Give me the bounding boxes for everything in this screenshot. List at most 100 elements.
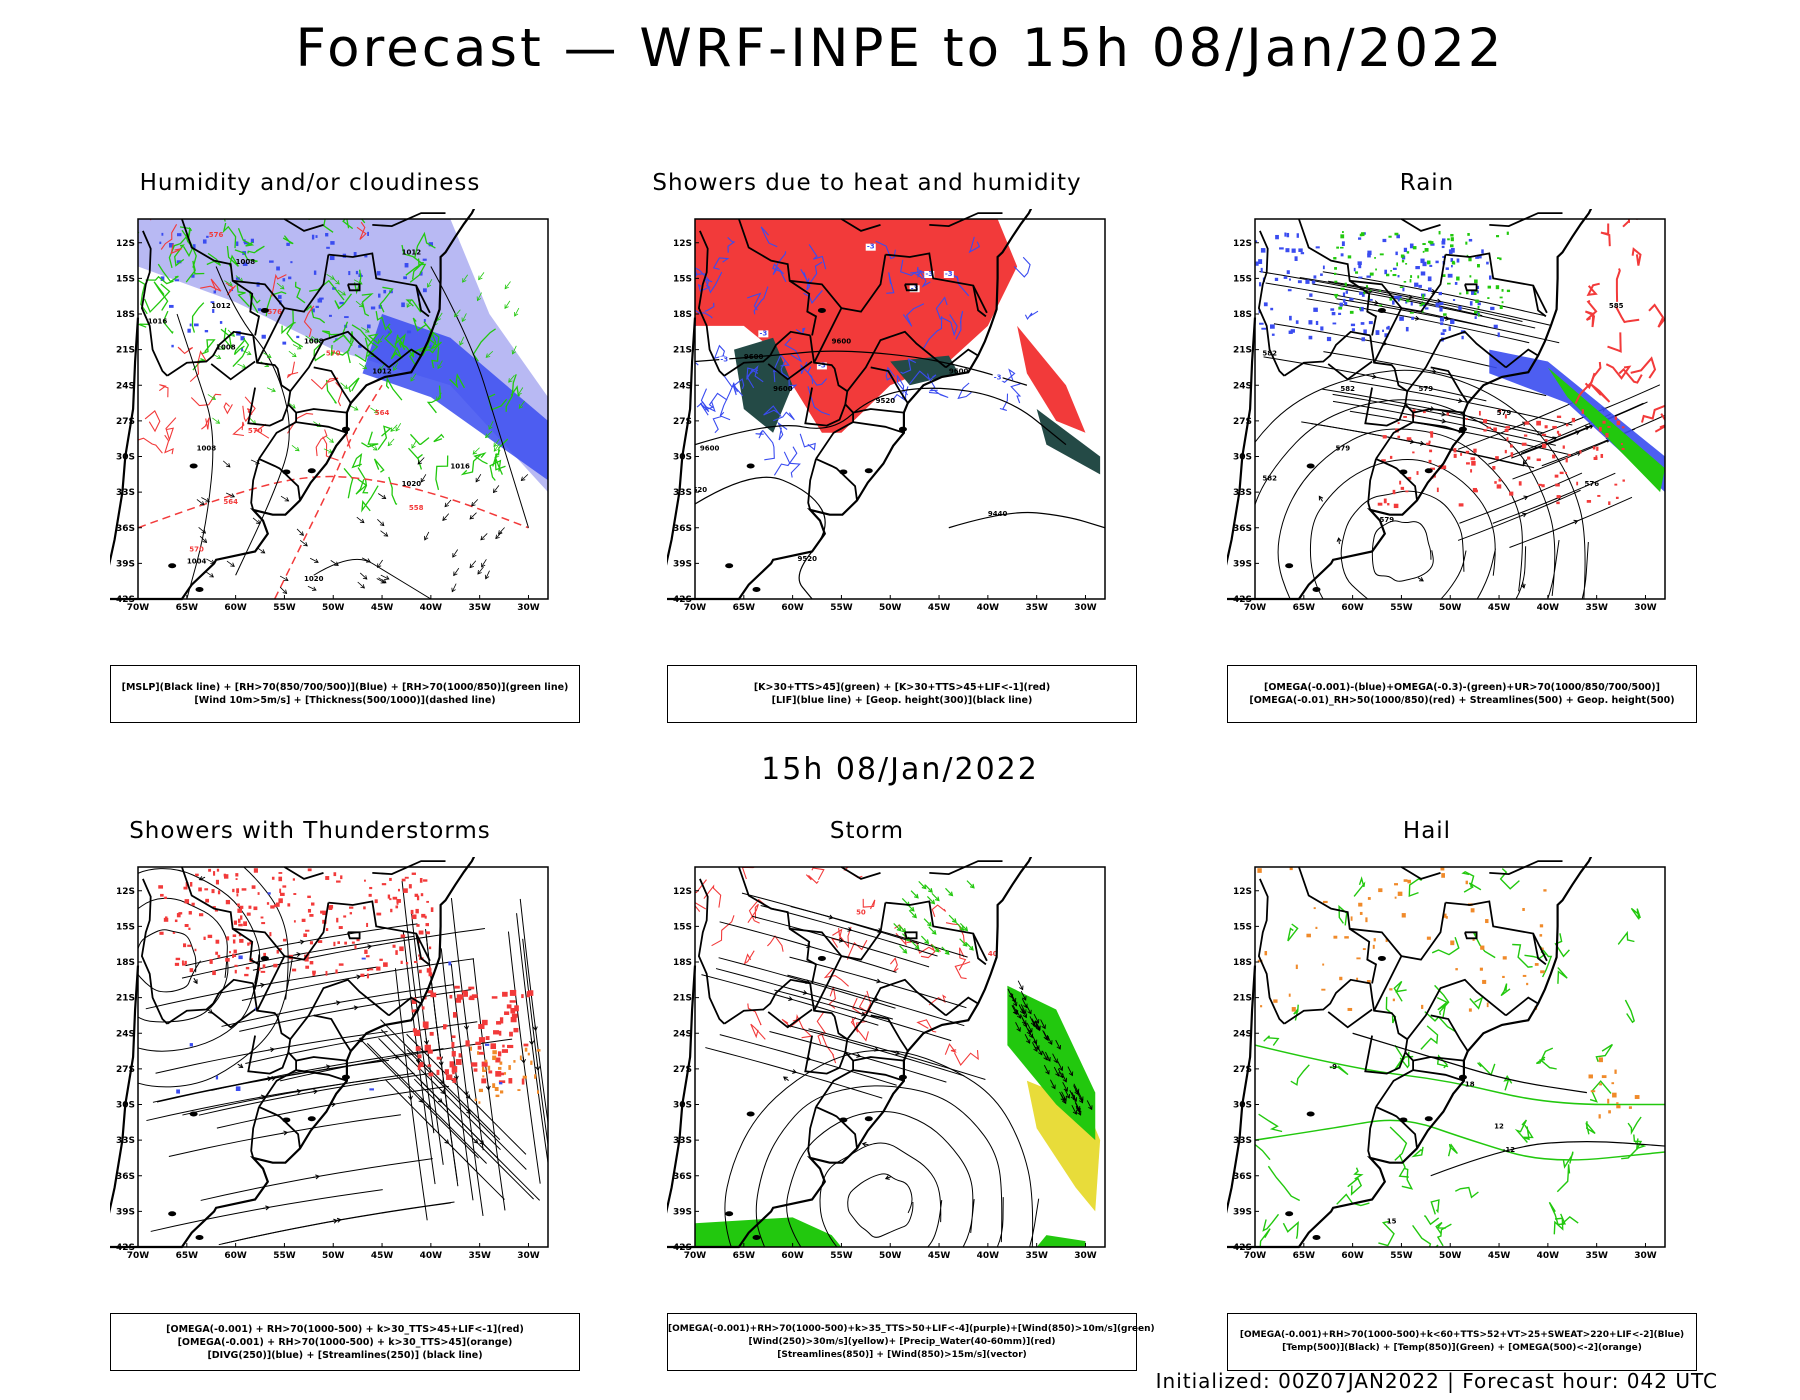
omega-blue-patch — [1288, 330, 1293, 334]
wind-vector — [512, 345, 517, 355]
wind-vector — [271, 387, 276, 393]
thunder-orange-patch — [474, 1098, 478, 1102]
rh-green-contour — [233, 340, 245, 356]
omega500-orange-patch — [1359, 911, 1363, 915]
map-frame — [694, 218, 1106, 600]
omega-green-patch — [1465, 241, 1468, 245]
streamline-arrow — [465, 1093, 471, 1099]
thunder-red-patch — [452, 1068, 455, 1075]
rh-green-contour — [237, 228, 255, 247]
temp-label: 12 — [1494, 1122, 1504, 1130]
streamline-arrow — [437, 1098, 443, 1103]
temp850-contour — [1287, 923, 1299, 942]
legend-line: [OMEGA(-0.001) + RH>70(1000-500) + k>30_… — [166, 1323, 524, 1335]
omega-blue-patch — [1422, 261, 1427, 267]
wind-vector — [1062, 1077, 1068, 1083]
thunder-red-patch — [237, 918, 241, 923]
omega-red-patch — [1554, 474, 1559, 478]
thunder-red-patch — [427, 1064, 432, 1067]
wind-vector — [437, 360, 443, 369]
omega-blue-patch — [1338, 312, 1342, 316]
lat-label: 27S — [116, 417, 135, 427]
wind-vector — [420, 477, 425, 483]
thickness-contour — [322, 436, 339, 461]
wind-vector — [959, 922, 968, 931]
omega-green-patch — [1475, 299, 1479, 303]
omega-blue-patch — [1461, 335, 1464, 340]
map-humidity: 1008101210161008100810121020100810201004… — [110, 209, 549, 613]
country-border — [945, 348, 979, 369]
omega-blue-patch — [1415, 266, 1420, 270]
omega-red-patch — [1556, 415, 1562, 418]
omega500-orange-patch — [1441, 873, 1445, 878]
omega-blue-patch — [1326, 336, 1332, 342]
lif-contour — [902, 303, 925, 327]
rh-green-contour — [394, 333, 406, 350]
lif-contour — [746, 367, 759, 380]
streamline-arrow — [836, 938, 843, 942]
streamline — [507, 931, 541, 1184]
thunder-red-patch — [164, 896, 167, 900]
wind-vector — [504, 281, 511, 289]
streamline-arrow — [1552, 436, 1558, 442]
geop-label: 582 — [1340, 385, 1355, 393]
country-border — [1464, 931, 1478, 940]
omega-blue-patch — [1450, 319, 1455, 324]
streamline-arrow — [1417, 442, 1424, 445]
streamline — [218, 1202, 451, 1246]
country-border — [697, 878, 725, 1025]
footer-info: Initialized: 00Z07JAN2022 | Forecast hou… — [1156, 1369, 1718, 1393]
divg-blue-patch — [448, 961, 452, 966]
rh-green-contour — [309, 279, 345, 301]
country-border — [1532, 933, 1547, 966]
rh-green-contour — [510, 385, 520, 397]
omega-blue-patch — [1259, 322, 1264, 325]
thunder-orange-patch — [495, 1094, 500, 1098]
thunder-red-patch — [234, 969, 237, 974]
thunder-red-patch — [183, 943, 187, 948]
wind-vector — [1053, 1066, 1060, 1077]
wind-vector — [1057, 1068, 1064, 1078]
omega-red-patch — [1518, 481, 1522, 486]
streamline-arrow — [1412, 317, 1420, 320]
lake-mark — [307, 1116, 316, 1122]
omega-blue-patch — [1481, 249, 1484, 254]
thunder-red-patch — [363, 906, 366, 910]
omega500-orange-patch — [1480, 945, 1485, 950]
panel-legend: [OMEGA(-0.001)+RH>70(1000-500)+k>35_TTS>… — [667, 1313, 1155, 1371]
streamline-arrow — [1439, 419, 1446, 423]
lon-label: 60W — [224, 1251, 247, 1261]
wind-vector — [1086, 1100, 1093, 1110]
omega-green-patch — [1501, 289, 1504, 292]
omega500-orange-patch — [1598, 1114, 1601, 1119]
rh-green-contour — [390, 346, 403, 360]
lon-label: 40W — [1537, 603, 1560, 613]
omega-red-patch — [1556, 495, 1561, 499]
thunder-red-patch — [305, 965, 310, 969]
wind-vector — [303, 541, 308, 547]
omega-blue-patch — [1490, 306, 1495, 311]
thunder-red-patch — [413, 1029, 421, 1037]
omega-blue-patch — [1357, 261, 1362, 265]
thunder-red-patch — [204, 888, 209, 891]
streamline — [1371, 520, 1434, 582]
geop-label: 579 — [1379, 516, 1394, 524]
thunder-red-patch — [309, 941, 314, 945]
streamline-arrow — [408, 1095, 413, 1101]
geop-label: 579 — [1336, 445, 1351, 453]
omega-blue-patch — [1258, 259, 1263, 264]
omega-blue-patch — [1471, 290, 1475, 295]
streamline-arrow — [258, 1095, 265, 1098]
omega-blue-patch — [1441, 245, 1445, 249]
thunder-red-patch — [251, 885, 256, 889]
geop-label: 9600 — [949, 367, 969, 375]
wind-vector — [288, 350, 297, 357]
lif-contour — [999, 393, 1009, 412]
geop-label: 520 — [693, 486, 708, 494]
omega-green-patch — [1506, 289, 1511, 293]
omega-blue-patch — [1386, 326, 1389, 330]
omega-red-patch — [1483, 429, 1487, 432]
plot-area — [138, 867, 548, 1246]
lon-label: 55W — [273, 1251, 296, 1261]
lif-contour — [807, 386, 830, 416]
